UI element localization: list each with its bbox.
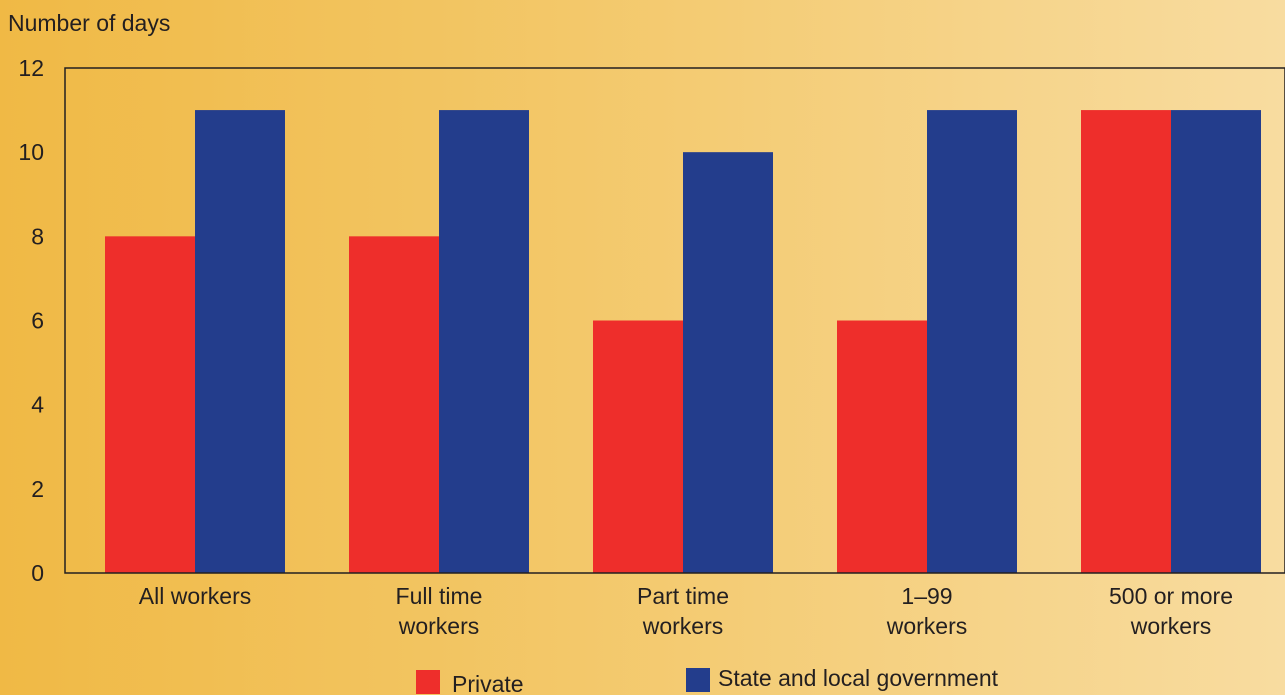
- x-tick-label-line: workers: [642, 613, 724, 639]
- y-tick-label: 12: [18, 55, 44, 81]
- bar-state-local-government: [927, 110, 1017, 573]
- bar-private: [837, 320, 927, 573]
- x-tick-label-line: Full time: [396, 583, 483, 609]
- y-axis-label: Number of days: [8, 10, 170, 36]
- legend-label: State and local government: [718, 665, 999, 691]
- x-tick-label-line: 500 or more: [1109, 583, 1233, 609]
- x-tick-label-line: Part time: [637, 583, 729, 609]
- x-tick-label-line: 1–99: [901, 583, 952, 609]
- bar-private: [593, 320, 683, 573]
- legend-swatch: [686, 668, 710, 692]
- x-axis-labels: All workers Full time workers Part time work…: [139, 583, 1233, 639]
- x-tick-label: 1–99 workers: [886, 583, 968, 639]
- bar-private: [1081, 110, 1171, 573]
- x-tick-label: Full time workers: [396, 583, 483, 639]
- y-tick-label: 8: [31, 223, 44, 249]
- x-tick-label-line: workers: [398, 613, 480, 639]
- y-tick-label: 10: [18, 139, 44, 165]
- x-tick-label-line: workers: [1130, 613, 1212, 639]
- x-tick-label-line: workers: [886, 613, 968, 639]
- bar-state-local-government: [683, 152, 773, 573]
- legend-label: Private: [452, 671, 524, 695]
- y-tick-label: 4: [31, 392, 44, 418]
- bar-state-local-government: [1171, 110, 1261, 573]
- y-tick-label: 2: [31, 476, 44, 502]
- legend-item: State and local government: [686, 665, 999, 692]
- y-axis-ticks: 0 2 4 6 8 10 12: [18, 55, 44, 586]
- y-tick-label: 6: [31, 308, 44, 334]
- legend: Private State and local government: [416, 665, 999, 695]
- y-tick-label: 0: [31, 560, 44, 586]
- legend-item: Private: [416, 670, 524, 695]
- plot-area-frame: [64, 67, 1285, 574]
- x-tick-label: Part time workers: [637, 583, 729, 639]
- x-tick-label: All workers: [139, 583, 251, 609]
- x-tick-label-line: All workers: [139, 583, 251, 609]
- bar-state-local-government: [439, 110, 529, 573]
- bar-private: [105, 236, 195, 574]
- bar-private: [349, 236, 439, 574]
- x-tick-label: 500 or more workers: [1109, 583, 1233, 639]
- legend-swatch: [416, 670, 440, 694]
- bars: [105, 110, 1261, 574]
- bar-state-local-government: [195, 110, 285, 573]
